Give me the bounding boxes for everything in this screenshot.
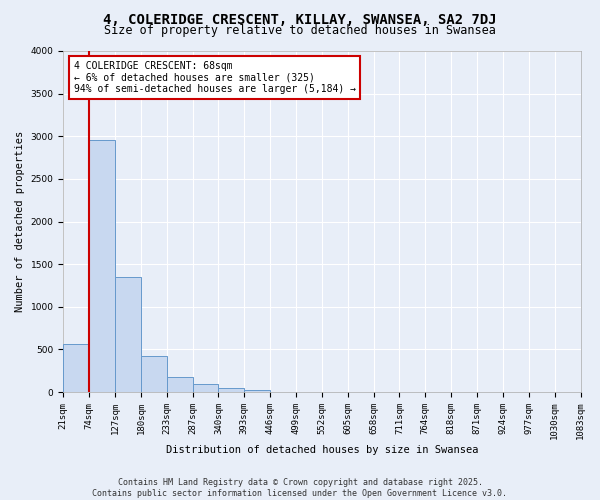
Text: 4 COLERIDGE CRESCENT: 68sqm
← 6% of detached houses are smaller (325)
94% of sem: 4 COLERIDGE CRESCENT: 68sqm ← 6% of deta…: [74, 61, 356, 94]
Bar: [167, 377, 193, 392]
Bar: [115, 277, 141, 392]
Bar: [63, 344, 89, 392]
Text: Size of property relative to detached houses in Swansea: Size of property relative to detached ho…: [104, 24, 496, 37]
Y-axis label: Number of detached properties: Number of detached properties: [15, 131, 25, 312]
Bar: [244, 390, 270, 392]
Bar: [141, 356, 167, 392]
Text: Contains HM Land Registry data © Crown copyright and database right 2025.
Contai: Contains HM Land Registry data © Crown c…: [92, 478, 508, 498]
Bar: [218, 388, 244, 392]
X-axis label: Distribution of detached houses by size in Swansea: Distribution of detached houses by size …: [166, 445, 478, 455]
Bar: [193, 384, 218, 392]
Text: 4, COLERIDGE CRESCENT, KILLAY, SWANSEA, SA2 7DJ: 4, COLERIDGE CRESCENT, KILLAY, SWANSEA, …: [103, 12, 497, 26]
Bar: [89, 140, 115, 392]
